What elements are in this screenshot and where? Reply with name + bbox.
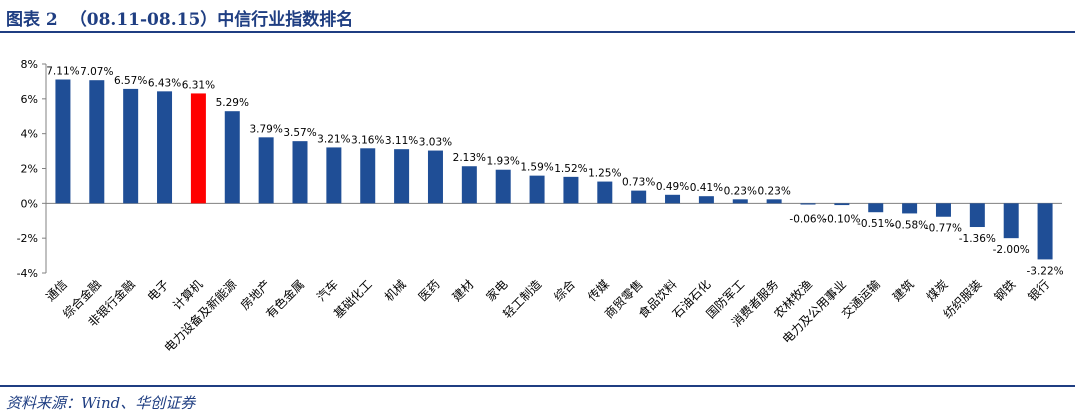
bar-6 xyxy=(258,137,274,204)
data-label: 0.23% xyxy=(757,185,790,197)
data-label: 6.57% xyxy=(114,75,147,87)
data-label: 3.16% xyxy=(351,134,384,146)
bar-7 xyxy=(292,141,308,204)
data-label: 7.11% xyxy=(46,66,79,78)
data-label: 1.93% xyxy=(487,156,520,168)
category-label: 建筑 xyxy=(889,277,917,305)
figure-header: 图表 2 （08.11-08.15）中信行业指数排名 xyxy=(6,4,1069,30)
y-tick-label: 8% xyxy=(21,58,38,71)
bar-17 xyxy=(631,190,647,204)
data-label: 2.13% xyxy=(453,152,486,164)
data-label: 3.57% xyxy=(283,127,316,139)
data-label: -0.77% xyxy=(925,223,962,235)
category-label: 通信 xyxy=(43,277,70,304)
data-label: -0.58% xyxy=(891,219,928,231)
data-label: 3.79% xyxy=(249,123,282,135)
bar-15 xyxy=(563,176,579,204)
data-label: -0.10% xyxy=(823,213,860,225)
bar-10 xyxy=(394,149,410,204)
data-label: 3.03% xyxy=(419,137,452,149)
data-label: -1.36% xyxy=(959,233,996,245)
bar-5 xyxy=(224,111,240,204)
category-label: 钢铁 xyxy=(991,277,1018,304)
bar-26 xyxy=(935,203,951,217)
y-tick-label: 0% xyxy=(21,197,38,210)
data-label: -0.06% xyxy=(789,213,826,225)
bar-chart: 8%6%4%2%0%-2%-4%7.11%通信7.07%综合金融6.57%非银行… xyxy=(17,58,1064,355)
y-tick-label: 2% xyxy=(21,163,38,176)
data-label: 0.41% xyxy=(690,182,723,194)
bar-8 xyxy=(326,147,342,204)
bar-24 xyxy=(868,203,884,213)
y-tick-label: 6% xyxy=(21,93,38,106)
category-label: 电子 xyxy=(145,277,172,304)
bar-4 xyxy=(190,93,206,204)
figure-title: （08.11-08.15）中信行业指数排名 xyxy=(69,9,354,30)
bar-1 xyxy=(89,80,105,204)
bar-16 xyxy=(597,181,613,204)
category-label: 汽车 xyxy=(313,277,341,305)
footer-rule xyxy=(0,385,1075,387)
category-label: 煤炭 xyxy=(924,277,951,304)
figure-label: 图表 2 xyxy=(6,9,58,30)
bar-23 xyxy=(834,203,850,206)
bar-13 xyxy=(495,169,511,204)
category-label: 建材 xyxy=(450,277,477,304)
data-label: 0.23% xyxy=(724,185,757,197)
bar-3 xyxy=(157,91,173,204)
bar-14 xyxy=(529,175,545,204)
bar-22 xyxy=(800,203,816,205)
bar-19 xyxy=(698,196,714,204)
bar-29 xyxy=(1037,203,1053,260)
y-tick-label: -4% xyxy=(17,267,38,280)
bar-12 xyxy=(461,166,477,204)
data-label: 6.43% xyxy=(148,77,181,89)
bar-20 xyxy=(732,199,748,204)
data-label: 3.11% xyxy=(385,135,418,147)
source-note: 资料来源：Wind、华创证券 xyxy=(6,394,196,412)
bar-9 xyxy=(360,148,376,204)
data-label: 1.59% xyxy=(520,162,553,174)
bar-0 xyxy=(55,79,71,204)
data-label: -0.51% xyxy=(857,218,894,230)
data-label: 6.31% xyxy=(182,79,215,91)
data-label: -2.00% xyxy=(993,244,1030,256)
bar-25 xyxy=(902,203,918,214)
category-label: 机械 xyxy=(381,277,409,305)
data-label: 1.25% xyxy=(588,168,621,180)
category-label: 传媒 xyxy=(584,277,612,305)
category-label: 医药 xyxy=(416,277,443,304)
bar-28 xyxy=(1003,203,1019,239)
bar-18 xyxy=(665,194,681,204)
y-tick-label: -2% xyxy=(17,232,38,245)
bar-2 xyxy=(123,88,139,204)
header-rule xyxy=(0,31,1075,33)
data-label: 7.07% xyxy=(80,66,113,78)
data-label: 3.21% xyxy=(317,133,350,145)
category-label: 银行 xyxy=(1025,277,1052,304)
data-label: 0.49% xyxy=(656,181,689,193)
bar-11 xyxy=(427,150,443,204)
category-label: 综合 xyxy=(550,277,578,305)
bar-21 xyxy=(766,199,782,204)
y-tick-label: 4% xyxy=(21,128,38,141)
category-label: 家电 xyxy=(483,277,511,305)
data-label: 0.73% xyxy=(622,177,655,189)
data-label: 1.52% xyxy=(554,163,587,175)
data-label: 5.29% xyxy=(216,97,249,109)
data-label: -3.22% xyxy=(1026,265,1063,277)
bar-27 xyxy=(969,203,985,228)
